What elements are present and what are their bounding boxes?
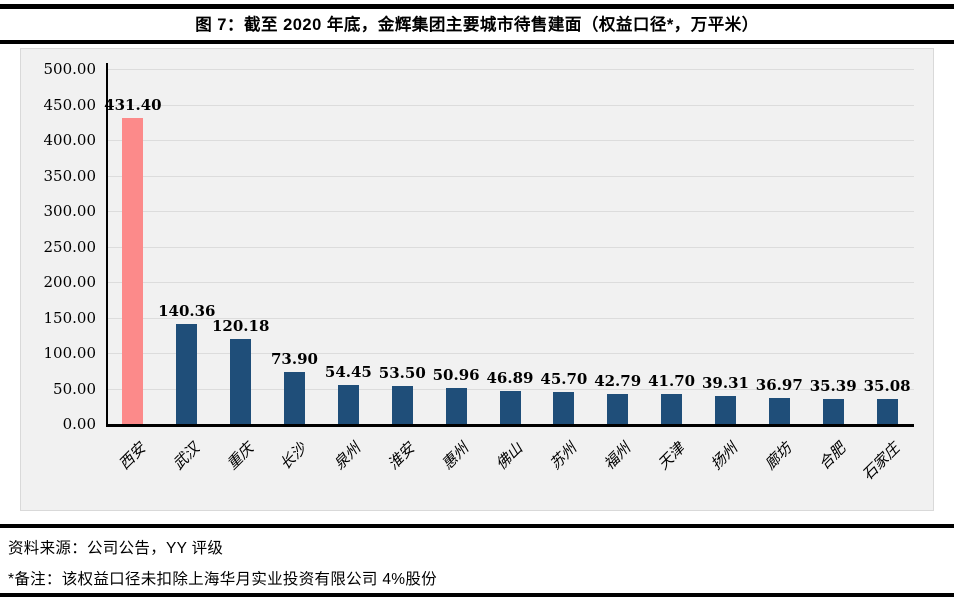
gridline: [106, 353, 914, 354]
gridline: [106, 246, 914, 248]
bar: [284, 372, 305, 424]
y-tick-label: 50.00: [53, 379, 96, 398]
x-axis-line: [106, 424, 914, 427]
bar: [553, 392, 575, 424]
bar: [768, 398, 790, 424]
bar-value-label: 46.89: [486, 369, 534, 387]
gridline: [106, 317, 914, 319]
bar: [391, 386, 413, 424]
footer-rule-bottom: [0, 593, 954, 597]
bar-value-label: 120.18: [211, 317, 270, 335]
gridline: [106, 175, 914, 177]
x-tick-label: 福州: [599, 439, 634, 474]
bar: [661, 394, 683, 424]
gridline: [106, 69, 914, 70]
bar: [607, 394, 629, 424]
x-tick-label: 惠州: [438, 439, 473, 474]
gridline: [106, 388, 914, 390]
bar-value-label: 42.79: [594, 372, 642, 390]
gridline: [106, 282, 914, 283]
bar-value-label: 35.08: [863, 377, 911, 395]
x-tick-label: 佛山: [492, 439, 527, 474]
gridline: [106, 211, 914, 212]
bar: [876, 399, 898, 424]
x-tick-label: 淮安: [384, 439, 419, 474]
x-tick-label: 廊坊: [761, 439, 796, 474]
chart-area: 0.00 50.00 100.00 150.00 200.00 250.00 300.00 3…: [20, 48, 934, 511]
bar-chart-plot: 0.00 50.00 100.00 150.00 200.00 250.00 300.00 3…: [21, 49, 933, 510]
y-tick-label: 400.00: [43, 131, 97, 149]
bar-value-label: 39.31: [702, 374, 749, 392]
bar-value-label: 35.39: [809, 377, 857, 395]
bar-value-label: 45.70: [540, 370, 588, 388]
y-tick-label: 0.00: [62, 415, 96, 433]
bar-value-label: 140.36: [158, 302, 216, 320]
y-axis-line: [106, 63, 108, 424]
footer-rule-top: [0, 524, 954, 528]
y-tick-label: 450.00: [43, 95, 97, 114]
x-tick-label: 重庆: [222, 439, 257, 474]
title-rule: [0, 40, 954, 44]
figure-title: 图 7：截至 2020 年底，金辉集团主要城市待售建面（权益口径*，万平米）: [195, 16, 759, 34]
bar: [176, 324, 198, 424]
bar: [445, 388, 467, 424]
x-tick-label: 合肥: [815, 439, 850, 474]
x-tick-label: 扬州: [707, 439, 742, 474]
x-tick-label: 武汉: [168, 439, 203, 474]
bar-value-label: 36.97: [755, 376, 803, 394]
y-tick-label: 500.00: [43, 60, 97, 78]
bar-value-label: 431.40: [104, 96, 162, 114]
x-tick-label: 天津: [653, 439, 688, 474]
y-tick-label: 350.00: [43, 166, 97, 185]
note-line: *备注：该权益口径未扣除上海华月实业投资有限公司 4%股份: [8, 571, 437, 588]
x-tick-label: 长沙: [276, 439, 311, 474]
bar: [337, 385, 359, 424]
bar: [822, 399, 844, 424]
y-tick-label: 150.00: [43, 308, 97, 327]
bar: [499, 391, 521, 424]
y-tick-label: 200.00: [43, 273, 97, 291]
bar-value-label: 50.96: [432, 366, 480, 384]
bar-value-label: 73.90: [271, 350, 318, 368]
gridline: [106, 140, 914, 141]
x-tick-label: 泉州: [330, 439, 365, 474]
bar-value-label: 54.45: [324, 363, 372, 381]
top-rule: [0, 4, 954, 9]
x-tick-label: 西安: [114, 439, 149, 474]
y-tick-label: 100.00: [43, 344, 97, 362]
bar: [715, 396, 736, 424]
bar: [122, 118, 144, 424]
y-tick-label: 250.00: [43, 237, 97, 256]
bar-value-label: 53.50: [378, 364, 426, 382]
x-tick-label: 苏州: [545, 439, 580, 474]
source-line: 资料来源：公司公告，YY 评级: [8, 540, 224, 557]
y-tick-label: 300.00: [43, 202, 97, 220]
x-tick-label: 石家庄: [858, 439, 904, 484]
bar: [230, 339, 252, 424]
gridline: [106, 104, 914, 106]
bar-value-label: 41.70: [648, 372, 696, 390]
